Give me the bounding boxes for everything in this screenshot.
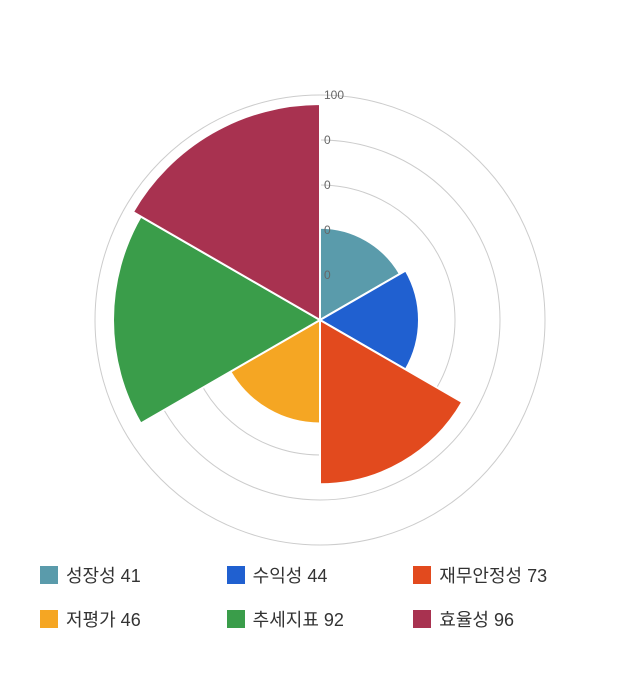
legend-label: 재무안정성 73 bbox=[439, 562, 547, 588]
axis-tick-label: 0 bbox=[324, 178, 331, 192]
legend-marker bbox=[413, 610, 431, 628]
legend-item-저평가: 저평가 46 bbox=[40, 606, 227, 632]
legend-marker bbox=[413, 566, 431, 584]
legend-item-수익성: 수익성 44 bbox=[227, 562, 414, 588]
chart-legend: 성장성 41 수익성 44 재무안정성 73 저평가 46 추세지표 92 효율성 96 bbox=[40, 562, 600, 650]
legend-marker bbox=[40, 566, 58, 584]
legend-label: 수익성 44 bbox=[253, 562, 328, 588]
legend-label: 성장성 41 bbox=[66, 562, 141, 588]
polar-area-chart: 0 0 0 0 100 bbox=[0, 0, 640, 580]
legend-label: 추세지표 92 bbox=[253, 606, 344, 632]
axis-tick-label: 0 bbox=[324, 133, 331, 147]
legend-marker bbox=[40, 610, 58, 628]
legend-item-추세지표: 추세지표 92 bbox=[227, 606, 414, 632]
legend-marker bbox=[227, 566, 245, 584]
legend-label: 효율성 96 bbox=[439, 606, 514, 632]
axis-tick-label: 0 bbox=[324, 268, 331, 282]
axis-tick-label: 0 bbox=[324, 223, 331, 237]
legend-label: 저평가 46 bbox=[66, 606, 141, 632]
legend-item-효율성: 효율성 96 bbox=[413, 606, 600, 632]
axis-tick-label: 100 bbox=[324, 88, 344, 102]
legend-marker bbox=[227, 610, 245, 628]
legend-item-재무안정성: 재무안정성 73 bbox=[413, 562, 600, 588]
legend-item-성장성: 성장성 41 bbox=[40, 562, 227, 588]
